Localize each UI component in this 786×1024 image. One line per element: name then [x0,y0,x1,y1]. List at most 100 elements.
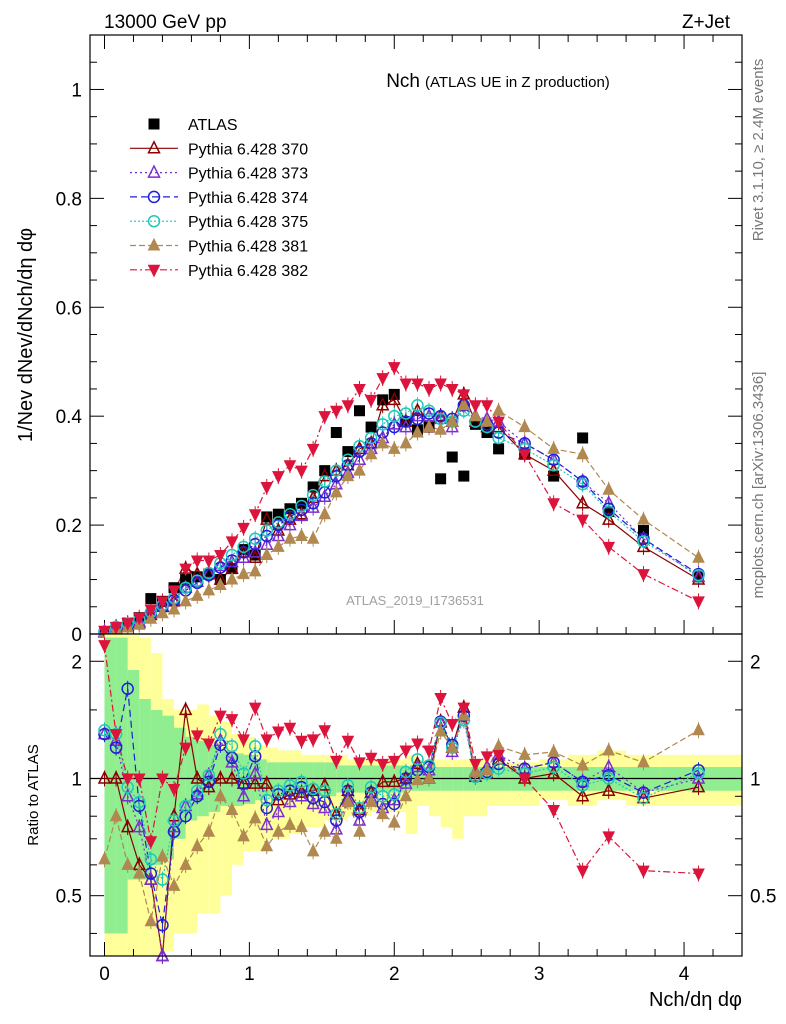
ratio-point [236,788,251,802]
data-point [547,453,560,466]
data-point [260,481,274,495]
ratio-point [636,784,651,798]
data-point [203,568,215,580]
ratio-point [518,747,531,760]
data-point [237,546,250,559]
data-point [341,453,355,466]
ratio-point [295,775,308,789]
main-y-axis-label: 1/Nev dNev/dNch/dη dφ [15,228,37,442]
ratio-point [283,779,297,792]
x-tick-label: 1 [244,964,255,985]
legend-label: Pythia 6.428 381 [188,239,308,256]
ratio-point [133,799,146,813]
data-point [214,550,227,563]
data-point [547,441,560,454]
data-point [109,621,123,635]
data-point [547,458,560,472]
uncertainty-band-outer [452,759,464,839]
ratio-point [167,878,181,891]
data-point [399,378,413,392]
ratio-point [167,814,181,827]
ratio-point [132,773,146,787]
legend-label: Pythia 6.428 373 [188,166,308,183]
ratio-point [156,873,169,886]
ratio-point [576,865,589,879]
ratio-point [388,797,401,811]
data-point [422,404,436,417]
uncertainty-band-inner [162,715,175,860]
data-point [202,555,216,569]
ratio-point [97,725,112,740]
ratio-point [422,745,436,759]
ratio-point [156,773,169,787]
ratio-point [97,770,112,784]
data-point [457,397,471,411]
ratio-point [518,773,531,787]
ratio-point [318,725,332,738]
data-point [202,564,216,579]
ratio-point [692,763,705,777]
data-point [411,399,424,412]
ratio-point [692,722,705,736]
ratio-y-tick-label: 0.5 [56,887,82,908]
data-point [469,400,482,413]
ratio-point [602,768,615,782]
data-point [492,403,505,416]
uncertainty-band-outer [440,759,453,828]
uncertainty-band-inner [150,709,163,865]
ratio-y-tick-label-right: 2 [750,652,761,673]
ratio-point [190,838,204,852]
data-point [330,484,343,498]
ratio-point [272,784,285,798]
main-y-tick-label: 0.8 [56,189,82,210]
data-point [575,473,590,487]
data-point [434,378,447,392]
ratio-point [375,773,390,788]
ratio-point [399,770,413,784]
ratio-point [306,782,320,796]
ratio-point [330,755,343,769]
ratio-point [295,819,308,833]
data-point [318,506,332,520]
ratio-point [411,738,424,752]
ratio-point [167,783,181,797]
data-point [306,499,320,513]
ratio-point [202,766,216,781]
data-point [469,418,481,430]
data-point [458,470,470,482]
data-point [422,383,436,397]
x-tick-label: 0 [99,964,110,985]
ratio-point [637,791,650,805]
ratio-point [388,788,401,801]
ratio-point [214,727,227,741]
ratio-point [330,807,343,821]
uncertainty-band-inner [243,754,256,804]
legend-marker [147,190,161,204]
data-point [213,557,228,572]
data-point [577,432,589,444]
ratio-point [329,805,344,820]
ratio-point [260,775,274,789]
data-point [376,418,389,431]
data-point [329,462,344,476]
data-point [202,582,216,596]
ratio-point [248,739,262,753]
ratio-point [98,724,111,737]
uncertainty-band-inner [289,762,302,797]
ratio-point [399,772,413,785]
data-point [457,389,471,403]
data-point [167,601,181,615]
ratio-point [98,640,111,653]
ratio-point [109,732,123,746]
ratio-point [120,788,135,802]
data-point [576,446,589,460]
data-point [353,405,365,417]
analysis-id-label: ATLAS_2019_I1736531 [346,593,484,608]
main-y-tick-label: 0.6 [56,298,82,319]
data-point [341,400,355,413]
ratio-point [294,788,309,802]
data-point [260,547,274,561]
ratio-point [469,758,482,772]
ratio-point [109,770,123,784]
main-title: Nch [386,71,420,92]
